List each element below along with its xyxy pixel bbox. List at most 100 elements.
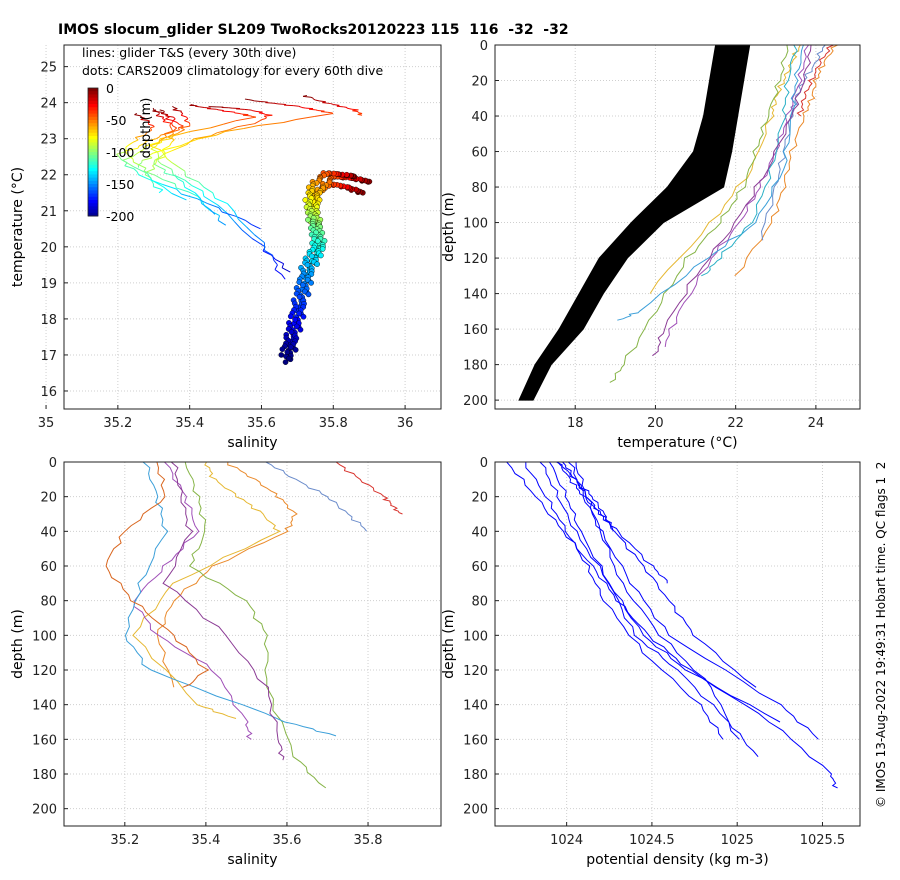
x-tick-labels: 35.2 35.4 35.6 35.8 xyxy=(110,833,382,848)
glider-ts-segment xyxy=(159,109,165,112)
colorbar-swatch xyxy=(88,187,98,191)
glider-ts-segment xyxy=(230,111,236,113)
glider-ts-segment xyxy=(160,149,165,155)
glider-ts-segment xyxy=(314,112,334,117)
glider-ts-segment xyxy=(197,198,208,205)
glider-ts-segment xyxy=(226,212,235,222)
colorbar-swatch xyxy=(88,212,98,217)
colorbar-swatch xyxy=(88,132,98,137)
climatology-dot xyxy=(293,323,300,330)
climatology-dot xyxy=(279,346,286,352)
glider-ts-segment xyxy=(281,274,286,280)
climatology-dot xyxy=(285,355,292,362)
glider-ts-segment xyxy=(176,188,182,195)
y-tick-label: 200 xyxy=(32,803,57,818)
colorbar-swatch xyxy=(88,164,98,169)
glider-ts-segment xyxy=(180,193,198,200)
colorbar-swatch xyxy=(88,177,98,182)
glider-ts-segment xyxy=(167,136,175,141)
glider-ts-segment xyxy=(154,174,163,180)
salinity-profile-line xyxy=(105,461,210,688)
glider-ts-segment xyxy=(171,147,180,152)
x-tick-label: 24 xyxy=(808,416,825,431)
x-tick-label: 1024.5 xyxy=(629,833,675,848)
x-tick-label: 35.6 xyxy=(272,833,301,848)
glider-ts-segment xyxy=(217,219,227,226)
temperature-profile-line xyxy=(760,44,826,241)
glider-ts-segment xyxy=(169,142,173,147)
y-tick-label: 17 xyxy=(40,349,57,364)
glider-ts-segment xyxy=(310,96,314,99)
colorbar-swatch xyxy=(88,196,98,201)
glider-ts-segment xyxy=(180,125,190,129)
colorbar-swatch xyxy=(88,203,98,207)
glider-ts-segment xyxy=(178,166,186,172)
glider-ts-segment xyxy=(210,132,218,137)
glider-ts-segment xyxy=(163,133,168,138)
colorbar-swatch xyxy=(88,94,98,99)
glider-ts-segment xyxy=(152,165,156,170)
density-profile-line xyxy=(539,461,759,758)
glider-ts-segment xyxy=(158,189,164,194)
y-tick-label: 40 xyxy=(40,525,57,540)
glider-ts-segment xyxy=(162,149,166,154)
glider-ts-segment xyxy=(157,141,162,145)
glider-ts-segment xyxy=(157,151,159,156)
y-tick-label: 180 xyxy=(32,768,57,783)
glider-ts-segment xyxy=(235,116,257,122)
y-tick-label: 200 xyxy=(463,394,488,409)
glider-ts-segment xyxy=(172,109,182,112)
glider-ts-segment xyxy=(258,121,284,126)
colorbar-swatch xyxy=(88,123,98,127)
glider-ts-segment xyxy=(222,110,231,113)
glider-ts-segment xyxy=(176,131,191,136)
glider-ts-segment xyxy=(163,154,168,159)
glider-ts-segment xyxy=(125,144,130,148)
glider-ts-segment xyxy=(357,113,363,116)
glider-ts-segment xyxy=(182,181,186,188)
x-tick-label: 35.8 xyxy=(319,416,348,431)
glider-ts-segment xyxy=(237,123,255,128)
x-axis-label: salinity xyxy=(227,852,277,868)
glider-ts-segment xyxy=(245,219,252,226)
glider-ts-segment xyxy=(153,163,160,168)
glider-ts-segment xyxy=(218,207,223,213)
glider-ts-segment xyxy=(139,164,147,169)
glider-ts-segment xyxy=(246,226,255,236)
glider-ts-segment xyxy=(166,158,173,164)
glider-ts-segment xyxy=(118,156,122,161)
glider-ts-segment xyxy=(137,149,144,154)
glider-ts-segment xyxy=(161,138,171,141)
x-tick-label: 35.8 xyxy=(354,833,383,848)
glider-ts-segment xyxy=(173,127,178,132)
y-tick-label: 24 xyxy=(40,97,57,112)
x-tick-label: 36 xyxy=(397,416,414,431)
glider-ts-segment xyxy=(251,237,266,248)
glider-ts-segment xyxy=(138,174,150,181)
density-profile-line xyxy=(575,461,740,740)
glider-ts-segment xyxy=(315,99,320,102)
colorbar-swatch xyxy=(88,107,98,111)
glider-ts-segment xyxy=(343,106,348,108)
glider-ts-segment xyxy=(180,110,182,113)
glider-ts-segment xyxy=(162,121,172,124)
x-tick-label: 1025 xyxy=(721,833,754,848)
glider-ts-segment xyxy=(243,114,251,117)
glider-ts-segment xyxy=(214,197,228,205)
climatology-dot xyxy=(282,359,289,365)
y-tick-label: 23 xyxy=(40,133,57,148)
y-tick-label: 180 xyxy=(463,359,488,374)
salinity-profile-line xyxy=(132,461,282,719)
glider-ts-segment xyxy=(140,118,150,122)
glider-ts-segment xyxy=(176,122,180,125)
glider-ts-segment xyxy=(143,167,147,172)
glider-ts-segment xyxy=(164,150,173,155)
colorbar-swatch xyxy=(88,193,98,198)
y-axis-label: depth (m) xyxy=(441,609,457,679)
glider-ts-segment xyxy=(149,145,162,151)
colorbar-swatch xyxy=(88,104,98,108)
glider-ts-segment xyxy=(171,120,174,123)
glider-ts-segment xyxy=(184,179,193,186)
glider-ts-segment xyxy=(283,118,297,123)
glider-ts-segment xyxy=(254,234,265,244)
